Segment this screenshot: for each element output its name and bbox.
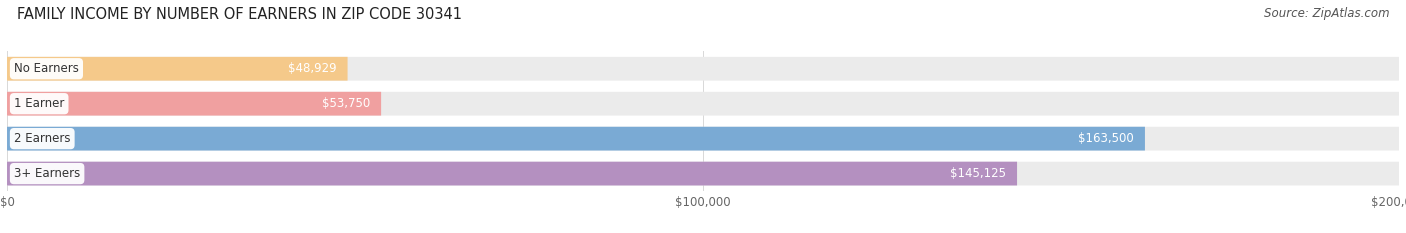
Text: Source: ZipAtlas.com: Source: ZipAtlas.com xyxy=(1264,7,1389,20)
Text: $48,929: $48,929 xyxy=(288,62,336,75)
FancyBboxPatch shape xyxy=(7,57,1399,81)
Text: $53,750: $53,750 xyxy=(322,97,370,110)
FancyBboxPatch shape xyxy=(7,127,1399,151)
Text: $145,125: $145,125 xyxy=(950,167,1005,180)
Text: 3+ Earners: 3+ Earners xyxy=(14,167,80,180)
Text: FAMILY INCOME BY NUMBER OF EARNERS IN ZIP CODE 30341: FAMILY INCOME BY NUMBER OF EARNERS IN ZI… xyxy=(17,7,463,22)
FancyBboxPatch shape xyxy=(7,162,1399,185)
Text: $163,500: $163,500 xyxy=(1078,132,1133,145)
FancyBboxPatch shape xyxy=(7,127,1144,151)
FancyBboxPatch shape xyxy=(7,57,347,81)
FancyBboxPatch shape xyxy=(7,162,1017,185)
FancyBboxPatch shape xyxy=(7,92,381,116)
Text: No Earners: No Earners xyxy=(14,62,79,75)
Text: 2 Earners: 2 Earners xyxy=(14,132,70,145)
FancyBboxPatch shape xyxy=(7,92,1399,116)
Text: 1 Earner: 1 Earner xyxy=(14,97,65,110)
